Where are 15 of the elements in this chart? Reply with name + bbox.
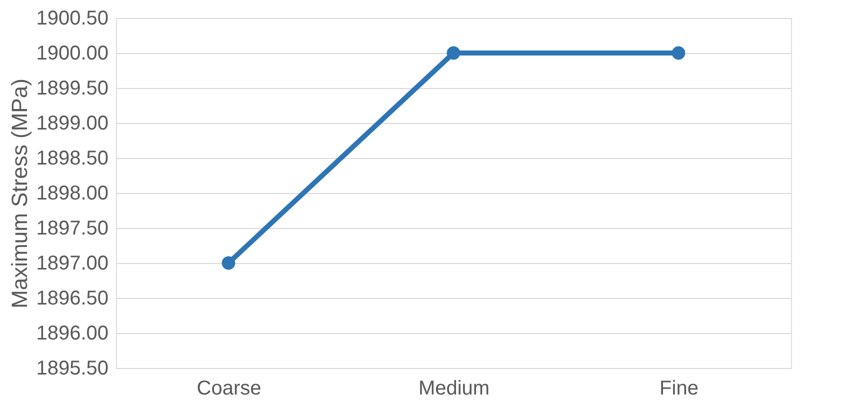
- x-tick-label: Fine: [660, 378, 698, 400]
- y-tick-label: 1897.00: [36, 252, 108, 274]
- y-tick-label: 1895.50: [36, 358, 108, 380]
- x-tick-label: Medium: [418, 378, 490, 400]
- y-tick-label: 1900.00: [36, 42, 108, 64]
- y-axis-title: Maximum Stress (MPa): [7, 78, 32, 308]
- y-tick-label: 1899.50: [36, 78, 108, 100]
- y-tick-label: 1896.50: [36, 288, 108, 310]
- y-tick-label: 1896.00: [36, 322, 108, 344]
- y-tick-label: 1898.00: [36, 182, 108, 204]
- y-tick-label: 1897.50: [36, 218, 108, 240]
- x-tick-label: Coarse: [196, 378, 262, 400]
- y-tick-label: 1898.50: [36, 148, 108, 170]
- y-tick-label: 1900.50: [36, 8, 108, 30]
- y-tick-label: 1899.00: [36, 112, 108, 134]
